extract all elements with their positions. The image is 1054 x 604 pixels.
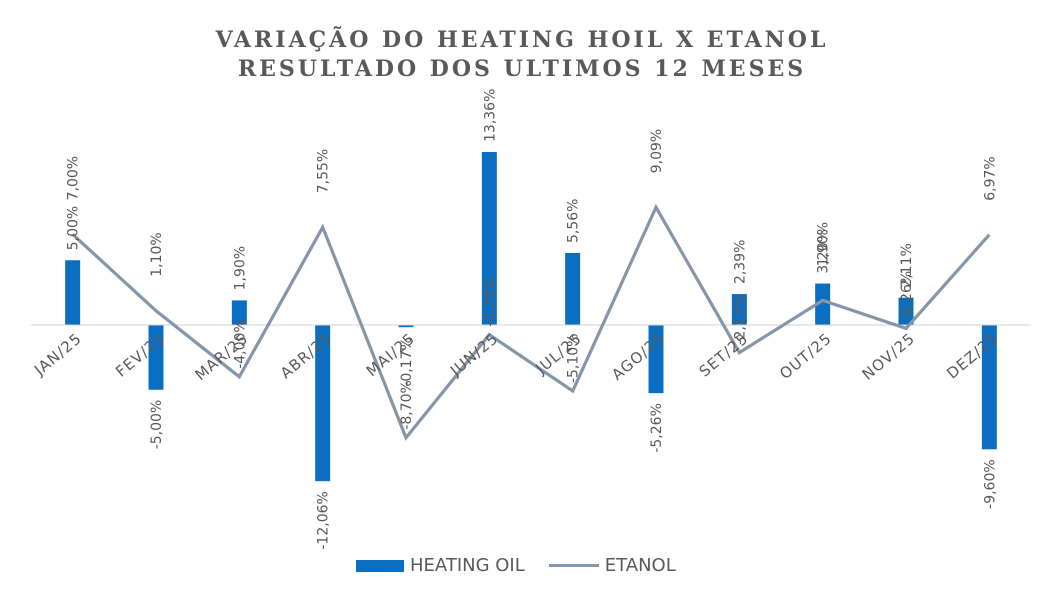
legend: HEATING OIL ETANOL <box>356 555 700 576</box>
data-label-etanol: 9,09% <box>649 129 665 173</box>
chart-title-line-2: RESULTADO DOS ULTIMOS 12 MESES <box>237 56 807 82</box>
data-label-etanol: 1,10% <box>149 232 165 276</box>
data-label-heating-oil: -9,60% <box>982 459 998 509</box>
x-tick-label: NOV/25 <box>859 329 919 383</box>
bar-heating-oil <box>648 325 664 394</box>
data-label-etanol: -5,10% <box>566 334 582 384</box>
data-label-etanol: -4,00% <box>232 319 248 369</box>
data-label-heating-oil: -5,00% <box>149 400 165 450</box>
data-label-heating-oil: 1,90% <box>232 246 248 290</box>
legend-swatch-bar <box>356 559 404 572</box>
data-label-etanol: -0,26% <box>899 271 915 321</box>
line-etanol <box>71 203 991 441</box>
bar-heating-oil <box>898 297 914 325</box>
data-label-heating-oil: 2,39% <box>732 240 748 284</box>
x-tick-label: JUN/25 <box>446 329 502 380</box>
legend-label-heating-oil: HEATING OIL <box>410 555 525 576</box>
chart-title: VARIAÇÃO DO HEATING HOIL X ETANOL RESULT… <box>0 26 1044 84</box>
bar-heating-oil <box>481 151 497 325</box>
bar-heating-oil <box>231 300 247 325</box>
bar-heating-oil <box>565 252 581 325</box>
bar-heating-oil <box>981 325 997 450</box>
data-label-heating-oil: 13,36% <box>482 89 498 142</box>
data-label-heating-oil: 2,11% <box>899 243 915 287</box>
bar-heating-oil <box>65 260 81 325</box>
bar-heating-oil <box>315 325 331 482</box>
data-label-etanol: -8,70% <box>399 380 415 430</box>
data-label-etanol: 7,55% <box>316 149 332 193</box>
data-label-heating-oil: -0,17% <box>399 337 415 387</box>
data-label-heating-oil: 5,56% <box>566 199 582 243</box>
data-label-etanol: 1,90% <box>816 222 832 266</box>
data-label-etanol: 7,00% <box>66 156 82 200</box>
legend-label-etanol: ETANOL <box>604 555 676 576</box>
bar-heating-oil <box>731 294 747 325</box>
legend-item-heating-oil[interactable]: HEATING OIL <box>356 555 525 576</box>
legend-swatch-line <box>548 564 599 567</box>
bar-heating-oil <box>398 325 414 328</box>
data-label-heating-oil: -5,26% <box>649 403 665 453</box>
x-tick-label: JAN/25 <box>30 329 85 379</box>
data-label-etanol: -0,75% <box>482 277 498 327</box>
bar-heating-oil <box>148 325 164 390</box>
data-label-heating-oil: -12,06% <box>316 491 332 549</box>
data-label-etanol: 6,97% <box>982 156 998 200</box>
bar-heating-oil <box>815 283 831 325</box>
data-label-heating-oil: 3,20% <box>816 229 832 273</box>
x-tick-label: OUT/25 <box>776 329 835 383</box>
data-label-etanol: -2,13% <box>732 295 748 345</box>
chart-title-line-1: VARIAÇÃO DO HEATING HOIL X ETANOL <box>215 27 829 53</box>
legend-item-etanol[interactable]: ETANOL <box>548 555 676 576</box>
data-label-heating-oil: 5,00% <box>66 206 82 250</box>
